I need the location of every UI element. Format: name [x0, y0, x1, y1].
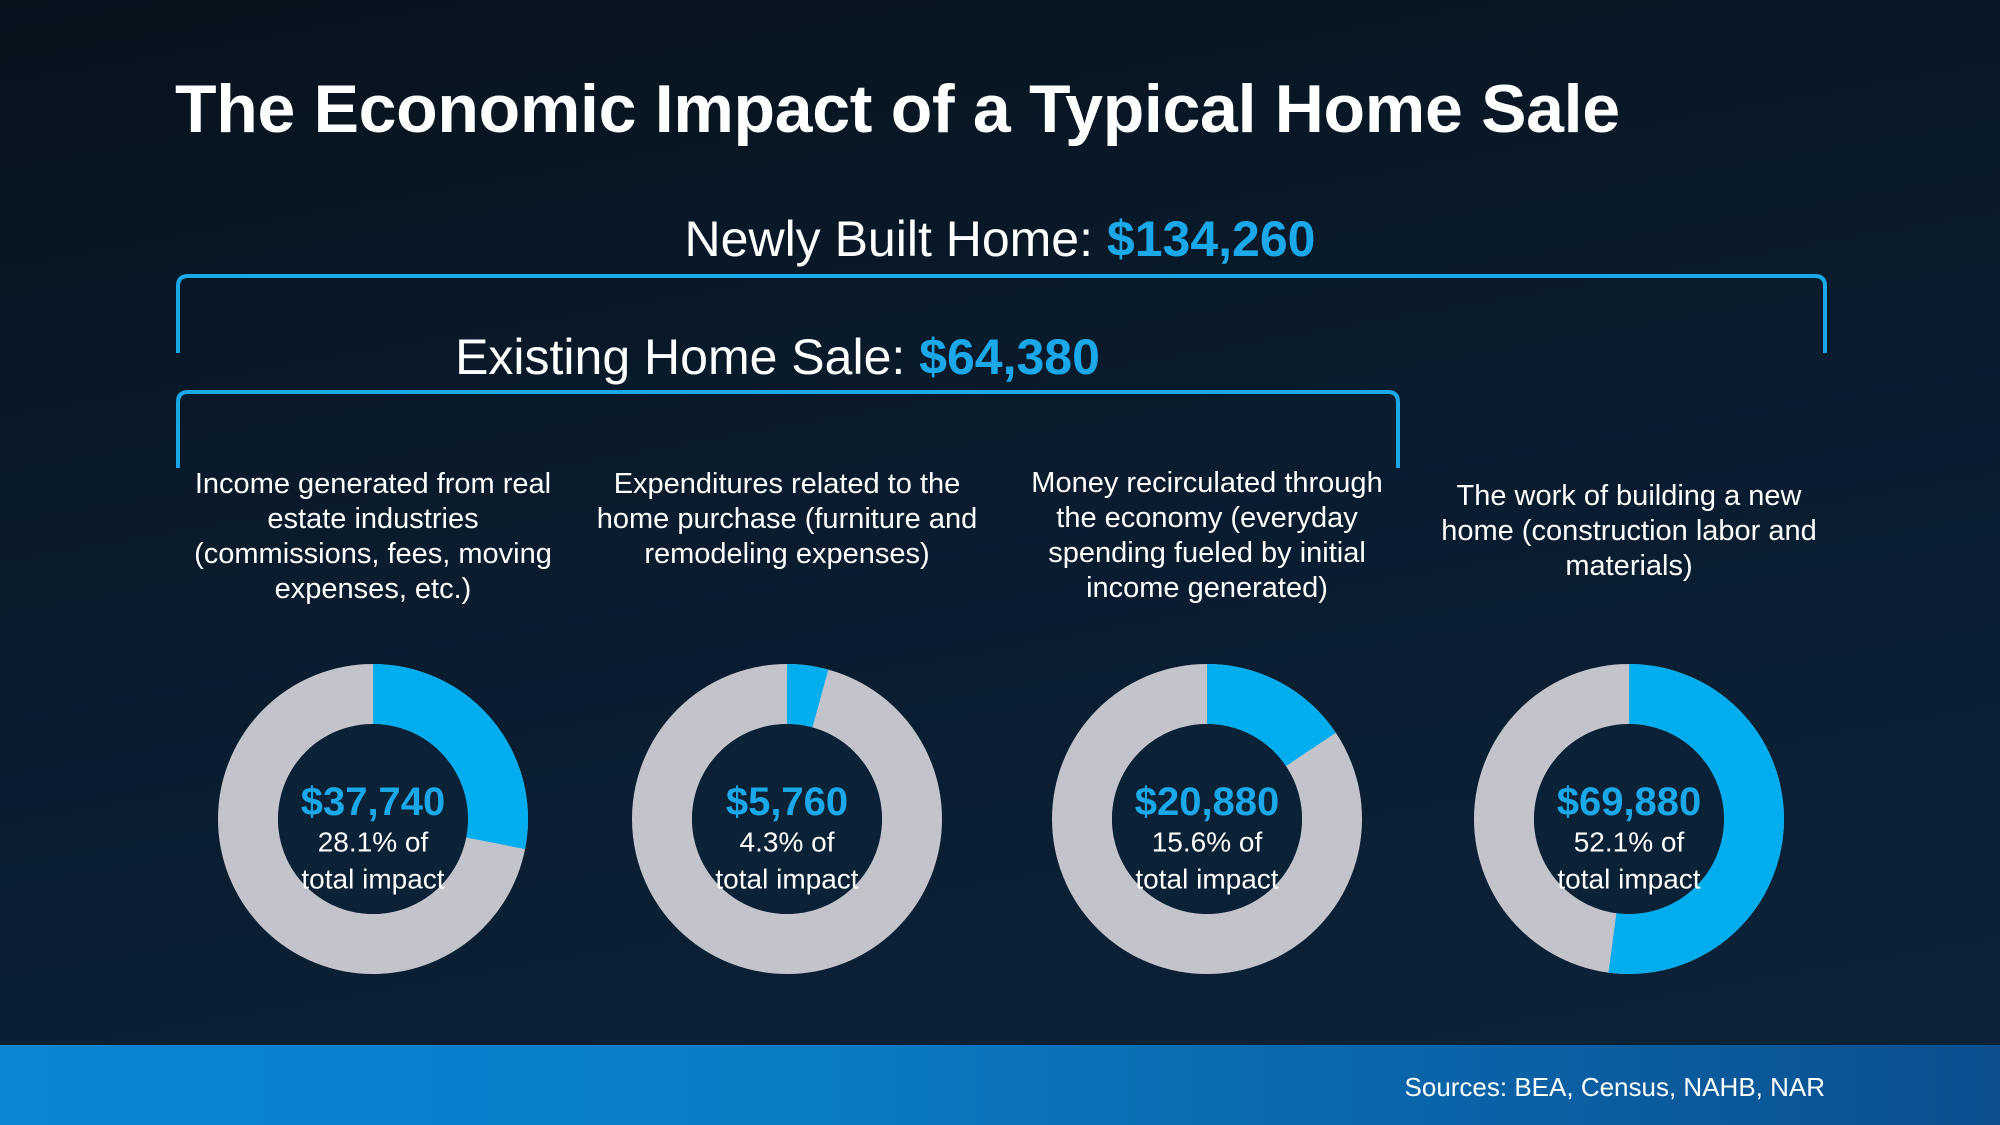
existing-home-sale-text: Existing Home Sale: [455, 329, 920, 385]
donut-center-1 [278, 724, 468, 914]
donut-arc-1 [218, 664, 528, 974]
segment-description-4: The work of building a new home (constru… [1441, 480, 1817, 582]
donut-suffix-label-3: total impact [1135, 864, 1278, 895]
newly-built-home-label: Newly Built Home: $134,260 [175, 210, 1825, 268]
segment-description-2: Expenditures related to the home purchas… [596, 468, 978, 570]
newly-built-home-value: $134,260 [1106, 211, 1316, 267]
donut-suffix-label-2: total impact [715, 864, 858, 895]
page-title: The Economic Impact of a Typical Home Sa… [175, 71, 1620, 147]
existing-home-sale-label: Existing Home Sale: $64,380 [175, 328, 1380, 386]
donut-center-2 [692, 724, 882, 914]
donut-center-4 [1534, 724, 1724, 914]
donut-amount-label-4: $69,880 [1557, 780, 1702, 824]
donut-suffix-label-1: total impact [301, 864, 444, 895]
newly-built-bracket [176, 274, 1827, 353]
donut-arc-4 [1474, 664, 1784, 974]
donut-center-3 [1112, 724, 1302, 914]
donut-amount-label-1: $37,740 [301, 780, 446, 824]
donut-arc-3 [1052, 664, 1362, 974]
donut-percent-label-2: 4.3% of [740, 827, 835, 858]
sources-text: Sources: BEA, Census, NAHB, NAR [1404, 1072, 1825, 1102]
donut-percent-label-4: 52.1% of [1574, 827, 1685, 858]
footer-bar: Sources: BEA, Census, NAHB, NAR [0, 1045, 2000, 1125]
donut-amount-label-3: $20,880 [1135, 780, 1280, 824]
existing-home-bracket [176, 390, 1400, 468]
newly-built-home-text: Newly Built Home: [684, 211, 1107, 267]
donut-amount-label-2: $5,760 [726, 780, 848, 824]
donut-suffix-label-4: total impact [1557, 864, 1700, 895]
donut-percent-label-1: 28.1% of [318, 827, 429, 858]
donut-percent-label-3: 15.6% of [1152, 827, 1263, 858]
donut-arc-2 [632, 664, 942, 974]
segment-description-3: Money recirculated through the economy (… [1031, 467, 1383, 604]
existing-home-sale-value: $64,380 [919, 329, 1100, 385]
segment-description-1: Income generated from real estate indust… [194, 468, 552, 605]
